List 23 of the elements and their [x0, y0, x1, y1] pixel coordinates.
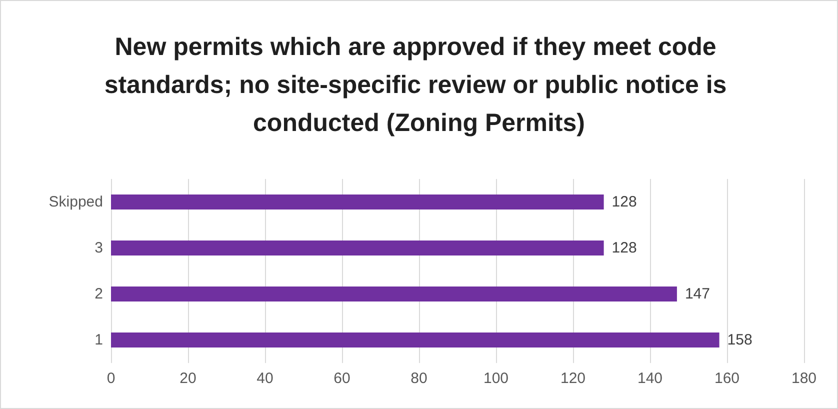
x-tick-label: 140 — [637, 370, 663, 387]
x-tick-label: 80 — [410, 370, 428, 387]
data-label: 128 — [612, 240, 637, 256]
x-tick-label: 120 — [560, 370, 586, 387]
x-tick-label: 0 — [106, 370, 116, 387]
chart-title: New permits which are approved if they meet code standards; no site-specific review or public notice is conducted (Zoning Permits) — [104, 33, 734, 137]
x-tick-label: 160 — [714, 370, 740, 387]
bar — [111, 240, 604, 256]
bar — [111, 332, 720, 348]
x-tick-label: 20 — [180, 370, 196, 387]
y-tick-label: 3 — [94, 240, 103, 256]
x-tick-label: 40 — [256, 370, 274, 387]
bar — [111, 286, 677, 302]
y-tick-label: 1 — [94, 332, 103, 348]
data-label: 147 — [684, 286, 710, 302]
y-tick-label: 2 — [94, 286, 103, 302]
data-label: 128 — [612, 194, 637, 210]
data-label: 158 — [727, 332, 752, 348]
x-tick-label: 180 — [791, 370, 817, 387]
bar — [111, 194, 604, 210]
y-tick-label: Skipped — [48, 194, 103, 210]
x-tick-label: 60 — [334, 370, 350, 387]
x-tick-label: 100 — [483, 370, 509, 387]
